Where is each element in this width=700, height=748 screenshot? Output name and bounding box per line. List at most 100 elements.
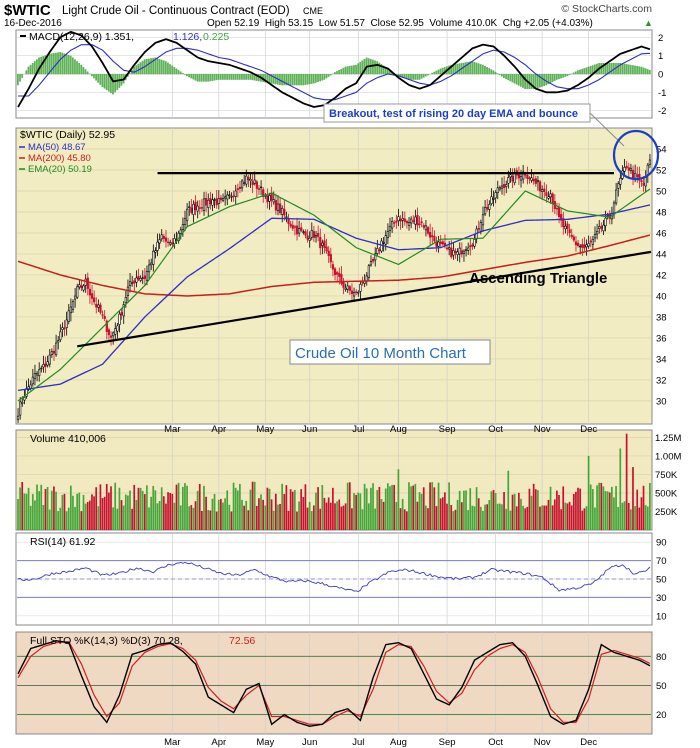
macd-histogram-bar	[602, 63, 605, 75]
price-candle	[410, 218, 413, 224]
macd-histogram-bar	[238, 74, 241, 80]
volume-bar	[359, 493, 362, 530]
volume-bar	[114, 482, 117, 530]
macd-histogram-bar	[465, 62, 467, 75]
price-candle	[562, 218, 565, 228]
volume-title: Volume 410,006	[30, 433, 106, 445]
macd-histogram-bar	[528, 74, 531, 89]
price-candle	[308, 237, 311, 241]
macd-histogram-bar	[173, 67, 176, 75]
price-candle	[484, 207, 487, 215]
price-candle	[198, 207, 201, 209]
volume-bar	[213, 493, 216, 530]
macd-histogram-bar	[422, 74, 425, 78]
macd-histogram-bar	[268, 74, 271, 84]
macd-histogram-bar	[640, 66, 643, 75]
price-candle	[602, 224, 605, 232]
volume-bar	[444, 492, 446, 530]
volume-bar	[48, 509, 51, 530]
macd-histogram-bar	[570, 73, 573, 75]
price-candle	[486, 206, 489, 210]
price-candle	[33, 373, 37, 379]
price-candle	[295, 225, 299, 235]
volume-bar	[587, 455, 590, 530]
price-candle	[547, 196, 550, 199]
volume-bar	[412, 485, 415, 530]
price-candle	[57, 340, 60, 343]
price-candle	[245, 175, 248, 185]
macd-histogram-bar	[646, 69, 649, 75]
macd-histogram-bar	[285, 74, 288, 86]
price-candle	[380, 240, 383, 252]
volume-bar	[513, 493, 516, 530]
macd-histogram-bar	[33, 61, 36, 75]
volume-bar	[150, 496, 152, 530]
macd-histogram-bar	[395, 74, 398, 75]
macd-histogram-bar	[612, 63, 615, 75]
volume-bar	[21, 482, 24, 530]
volume-bar	[367, 503, 370, 530]
rsi-y-tick: 30	[656, 593, 667, 604]
price-candle	[186, 208, 189, 221]
macd-histogram-bar	[93, 74, 95, 79]
volume-bar	[496, 503, 499, 530]
macd-histogram-bar	[181, 72, 184, 75]
macd-histogram-bar	[363, 58, 366, 75]
volume-bar	[298, 501, 300, 530]
price-candle	[268, 195, 271, 202]
x-tick-label: Sep	[439, 424, 456, 435]
macd-histogram-bar	[589, 65, 592, 75]
price-candle	[31, 376, 34, 385]
volume-bar	[524, 508, 527, 530]
x-tick-label: Nov	[534, 737, 551, 748]
volume-bar	[530, 495, 533, 530]
volume-bar	[473, 506, 476, 530]
price-candle	[74, 295, 77, 300]
macd-histogram-bar	[135, 65, 138, 75]
volume-bar	[545, 505, 548, 530]
volume-bar	[509, 510, 512, 530]
volume-bar	[579, 488, 581, 530]
price-candle	[321, 242, 324, 246]
macd-histogram-bar	[403, 74, 406, 79]
macd-histogram-bar	[42, 56, 45, 75]
volume-bar	[460, 502, 463, 530]
volume-bar	[184, 483, 186, 530]
volume-bar	[192, 507, 195, 530]
volume-bar	[226, 490, 229, 530]
volume-bar	[173, 502, 176, 530]
volume-y-tick: 250K	[655, 507, 678, 518]
price-candle	[200, 207, 204, 209]
volume-bar	[520, 498, 522, 530]
macd-histogram-bar	[348, 65, 351, 75]
macd-histogram-bar	[74, 59, 76, 75]
exchange-label: CME	[303, 6, 323, 16]
price-candle	[135, 277, 138, 283]
volume-bar	[591, 489, 594, 530]
price-title: $WTIC (Daily) 52.95	[20, 129, 115, 141]
volume-bar	[139, 487, 142, 530]
macd-histogram-bar	[492, 70, 495, 75]
price-candle	[154, 250, 157, 253]
x-tick-label: Jul	[352, 737, 364, 748]
macd-histogram-bar	[232, 74, 235, 80]
volume-bar	[566, 503, 569, 530]
volume-bar	[17, 499, 19, 530]
price-candle	[572, 236, 575, 241]
volume-bar	[44, 488, 47, 530]
macd-histogram-bar	[319, 74, 322, 82]
macd-histogram-bar	[388, 69, 391, 75]
price-candle	[393, 222, 396, 224]
price-candle	[109, 335, 113, 338]
macd-histogram-bar	[69, 55, 72, 75]
price-candle	[243, 182, 246, 184]
volume-bar	[384, 488, 387, 530]
volume-bar	[217, 499, 220, 530]
macd-histogram-bar	[241, 74, 243, 80]
price-candle	[95, 303, 98, 308]
ascending-trendline	[77, 250, 652, 348]
volume-bar	[640, 497, 643, 530]
price-candle	[171, 242, 174, 245]
volume-bar	[285, 485, 288, 530]
volume-bar	[253, 481, 256, 530]
